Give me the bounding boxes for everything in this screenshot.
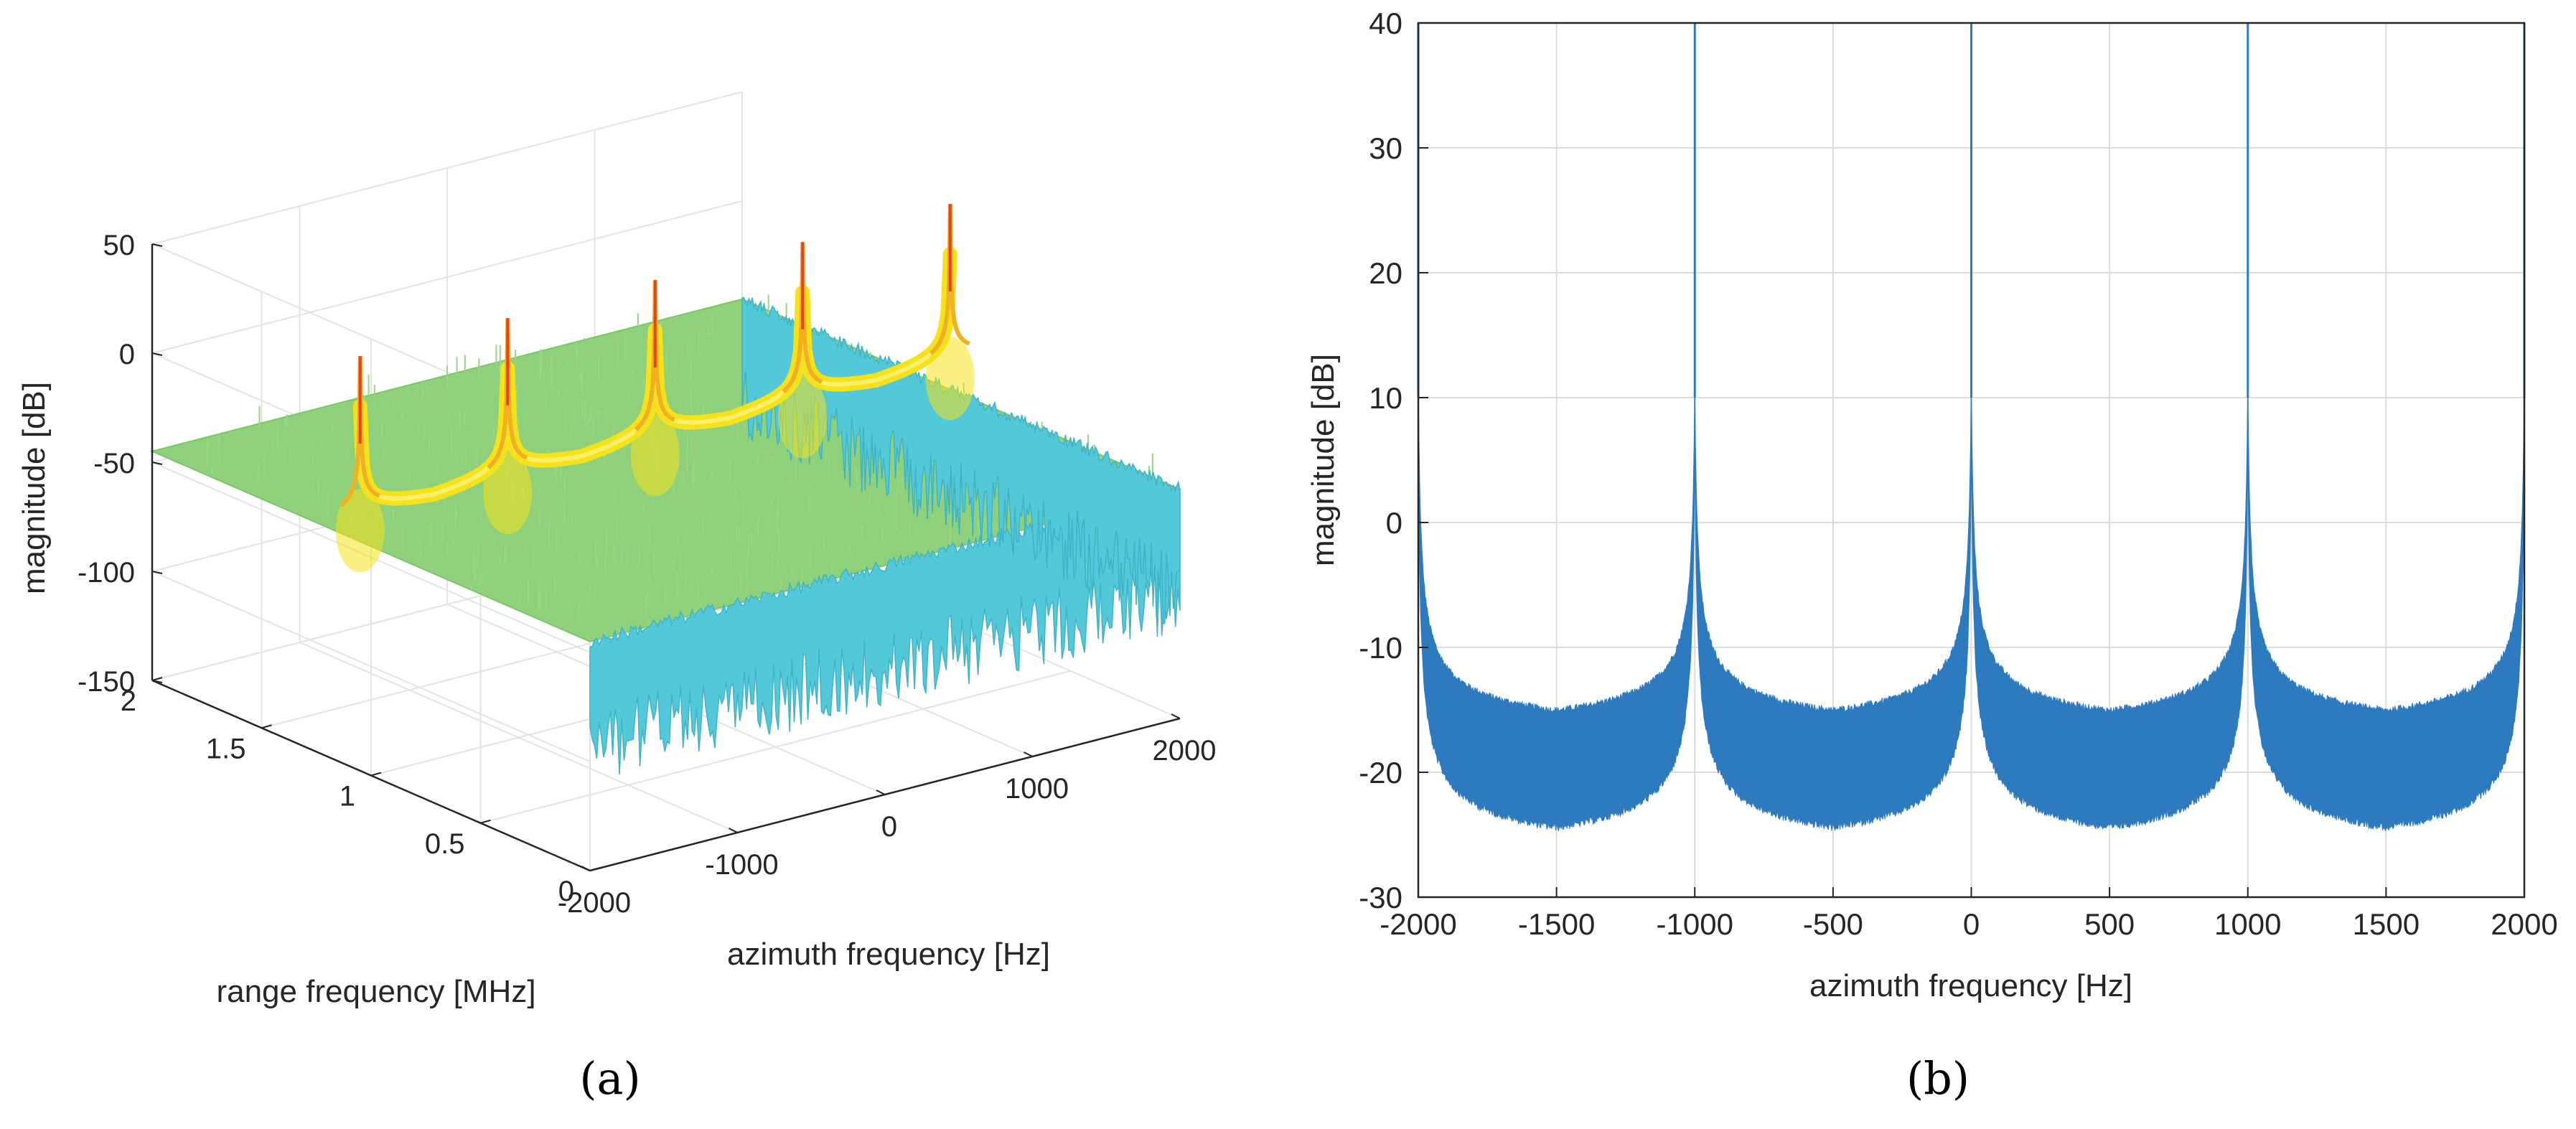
z-tick-label: -100	[78, 557, 135, 589]
peak-glow	[630, 413, 680, 497]
z-tick-mark	[151, 571, 163, 574]
x-tick-label: 1000	[1005, 773, 1069, 805]
peak-glow	[483, 451, 533, 535]
y-tick-label: -10	[1359, 631, 1402, 665]
z-tick-label: -150	[78, 666, 135, 698]
ridge-arc-highlight	[800, 254, 952, 387]
y-tick-labels: 2 1.5 1 0.5 0	[121, 677, 601, 907]
x-tick-mark	[1171, 713, 1181, 719]
grid-line-left-z	[151, 571, 591, 762]
z-tick-label: -50	[93, 448, 135, 479]
y-tick-mark	[589, 867, 601, 871]
x-tick-mark	[1024, 751, 1033, 757]
x-tick-label: -1000	[1657, 907, 1733, 941]
y-axis-label: magnitude [dB]	[1306, 354, 1341, 566]
peak-glow	[925, 337, 975, 421]
panel-a-3d-surface: 50 0 -50 -100 -150 -2000 -1000 0 1000 2000 2 1.5 1…	[17, 91, 1217, 1105]
x-tick-label: 1500	[2353, 907, 2420, 941]
y-tick-label: 30	[1369, 131, 1402, 165]
x-tick-label: -2000	[558, 887, 631, 919]
x-tick-label: 0	[1963, 907, 1980, 941]
y-tick-mark	[370, 772, 382, 777]
3d-surface	[149, 204, 1183, 774]
x-tick-label: 1000	[2214, 907, 2281, 941]
caption-b: (b)	[1906, 1052, 1970, 1105]
y-tick-label: 0	[1386, 506, 1402, 540]
grid-line-back-z	[151, 91, 743, 245]
panel-b-line-plot: 40 30 20 10 0 -10 -20 -30 -2000 -1500 -1000 -500 0 5…	[1306, 6, 2558, 1105]
y-tick-label: 1.5	[206, 733, 246, 764]
y-tick-label: 20	[1369, 256, 1402, 290]
y-tick-label: 2	[121, 685, 136, 717]
z-axis-label: magnitude [dB]	[17, 382, 52, 594]
caption-a: (a)	[579, 1052, 640, 1105]
z-tick-mark	[151, 243, 163, 247]
x-tick-label: 500	[2084, 907, 2135, 941]
y-tick-label: -30	[1359, 881, 1402, 914]
z-tick-mark	[151, 352, 163, 356]
z-tick-label: 0	[119, 339, 135, 370]
y-tick-label: 10	[1369, 381, 1402, 415]
x-tick-label: 2000	[1153, 735, 1217, 767]
y-tick-label: 40	[1369, 6, 1402, 40]
z-tick-mark	[151, 462, 163, 465]
y-tick-label: 1	[339, 781, 355, 812]
x-tick-labels: -2000 -1000 0 1000 2000	[558, 713, 1217, 919]
x-tick-label: -500	[1803, 907, 1863, 941]
x-tick-mark	[729, 828, 738, 833]
x-tick-mark	[876, 790, 886, 795]
y-tick-mark	[261, 724, 272, 729]
x-tick-labels: -2000 -1500 -1000 -500 0 500 1000 1500 2000	[1380, 887, 2558, 941]
z-tick-labels: 50 0 -50 -100 -150	[78, 230, 163, 698]
x-tick-label: 0	[881, 811, 897, 843]
grid-line-floor-y	[480, 670, 1071, 824]
ridge-arc-highlight	[505, 330, 657, 463]
x-tick-mark	[581, 866, 591, 871]
y-tick-label: 0.5	[425, 828, 465, 860]
x-axis-label: azimuth frequency [Hz]	[1809, 968, 2132, 1003]
x-tick-label: -1000	[705, 849, 778, 881]
grid-line-back-z	[151, 200, 743, 354]
x-tick-label: 2000	[2491, 907, 2557, 941]
ridge-arc-highlight	[357, 368, 510, 501]
surface-front-edge	[589, 486, 1181, 774]
y-tick-labels: 40 30 20 10 0 -10 -20 -30	[1359, 6, 1428, 914]
y-tick-label: 0	[558, 876, 574, 907]
z-tick-label: 50	[103, 230, 136, 261]
y-tick-mark	[480, 819, 491, 824]
z-tick-mark	[151, 680, 163, 683]
ridge-arc-highlight	[652, 292, 805, 425]
y-tick-label: -20	[1359, 756, 1402, 790]
y-axis-label: range frequency [MHz]	[216, 974, 535, 1009]
x-axis-label: azimuth frequency [Hz]	[727, 937, 1050, 972]
x-tick-label: -2000	[1380, 907, 1456, 941]
peak-glow	[335, 489, 385, 573]
peak-glow	[778, 375, 828, 459]
y-tick-mark	[151, 677, 163, 681]
x-tick-label: -1500	[1518, 907, 1595, 941]
